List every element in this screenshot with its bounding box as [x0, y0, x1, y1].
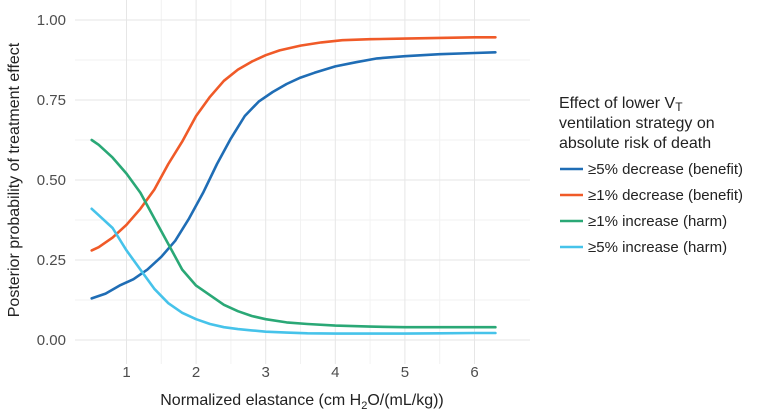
y-axis-ticks: 0.00 0.25 0.50 0.75 1.00 [37, 12, 66, 349]
legend-title-line-2: ventilation strategy on [559, 115, 715, 132]
grid-lines [75, 0, 530, 364]
x-tick-label: 4 [331, 364, 339, 381]
x-tick-label: 3 [262, 364, 270, 381]
legend-title-line-1: Effect of lower VT [559, 95, 683, 114]
y-tick-label: 0.25 [37, 252, 66, 269]
x-tick-label: 5 [401, 364, 409, 381]
series-layer [90, 36, 497, 335]
legend-label-2: ≥1% decrease (benefit) [588, 187, 743, 204]
legend-entries: ≥5% decrease (benefit) ≥1% decrease (bene… [560, 161, 743, 256]
x-tick-label: 1 [122, 364, 130, 381]
y-tick-label: 0.75 [37, 92, 66, 109]
legend-label-3: ≥1% increase (harm) [588, 213, 727, 230]
legend: Effect of lower VT ventilation strategy … [559, 95, 743, 256]
legend-label-1: ≥5% decrease (benefit) [588, 161, 743, 178]
y-tick-label: 1.00 [37, 12, 66, 29]
x-tick-label: 6 [470, 364, 478, 381]
series-line-2 [90, 36, 497, 252]
series-line-3 [90, 138, 497, 329]
legend-title-line-3: absolute risk of death [559, 135, 711, 152]
x-axis-ticks: 1 2 3 4 5 6 [122, 364, 478, 381]
legend-label-4: ≥5% increase (harm) [588, 239, 727, 256]
y-tick-label: 0.00 [37, 332, 66, 349]
x-axis-title: Normalized elastance (cm H2O/(mL/kg)) [160, 392, 444, 412]
y-tick-label: 0.50 [37, 172, 66, 189]
x-tick-label: 2 [192, 364, 200, 381]
series-line-1 [90, 51, 497, 300]
y-axis-title: Posterior probability of treatment effec… [6, 42, 23, 317]
series-line-4 [90, 207, 497, 335]
